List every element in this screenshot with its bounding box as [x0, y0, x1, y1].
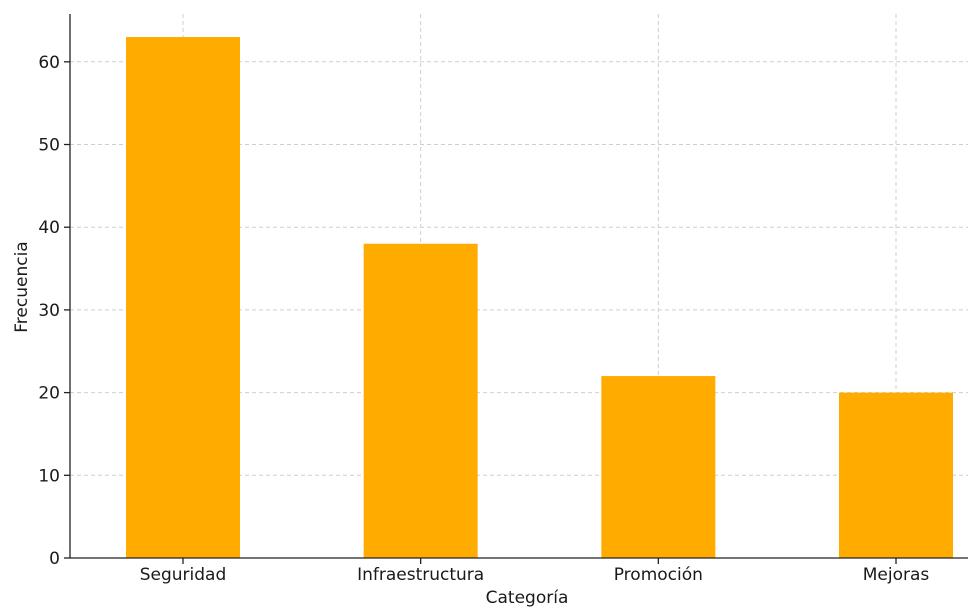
- bar-promoción: [601, 376, 716, 558]
- y-tick-label: 0: [49, 549, 60, 569]
- y-tick-label: 20: [38, 384, 60, 404]
- bar-mejoras: [839, 392, 953, 558]
- bar-seguridad: [126, 37, 240, 558]
- y-tick-label: 30: [38, 301, 60, 321]
- y-tick-label: 10: [38, 466, 60, 486]
- y-tick-label: 50: [38, 136, 60, 156]
- x-tick-label: Infraestructura: [357, 565, 484, 585]
- bars-layer: [126, 37, 953, 558]
- x-tick-label: Mejoras: [863, 565, 930, 585]
- bar-infraestructura: [363, 243, 478, 558]
- labels-layer: 0 10 20 30 40 50 60 Seguridad Infraestructura Pro…: [38, 53, 929, 585]
- x-tick-label: Seguridad: [140, 565, 227, 585]
- axes-layer: [64, 14, 968, 564]
- y-tick-label: 40: [38, 218, 60, 238]
- x-tick-label: Promoción: [614, 565, 703, 585]
- x-axis-title: Categoría: [486, 588, 569, 607]
- y-tick-label: 60: [38, 53, 60, 73]
- y-axis-title: Frecuencia: [12, 241, 32, 332]
